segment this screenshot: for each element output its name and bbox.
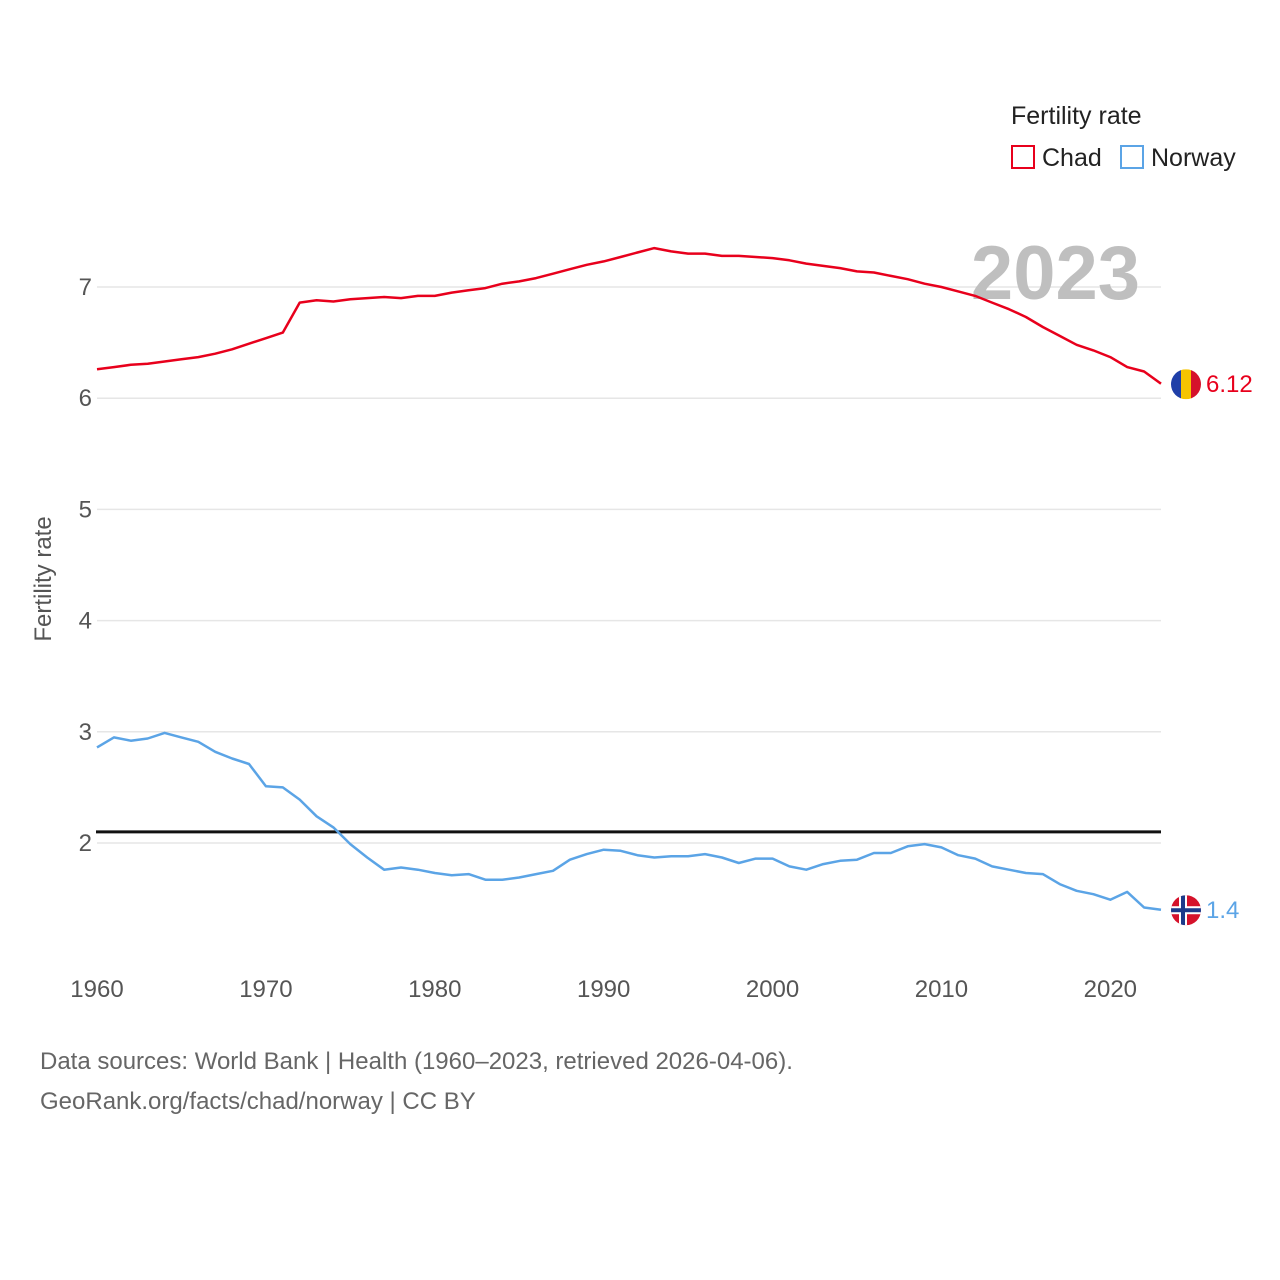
line-chart: 2 3 4 5 6 7 1960 1970 1980 1990 2000 2010 2020 Fert… (30, 102, 1253, 1003)
legend-label-chad: Chad (1042, 144, 1102, 172)
chad-flag-icon (1171, 369, 1201, 400)
norway-flag-icon (1171, 895, 1201, 926)
end-value-norway: 1.4 (1206, 897, 1239, 924)
year-watermark: 2023 (971, 231, 1140, 316)
y-tick-label: 3 (79, 719, 92, 746)
x-tick-labels: 1960 1970 1980 1990 2000 2010 2020 (70, 976, 1137, 1003)
y-tick-labels: 2 3 4 5 6 7 (79, 274, 92, 857)
y-tick-label: 5 (79, 496, 92, 523)
x-tick-label: 1990 (577, 976, 630, 1003)
y-tick-label: 7 (79, 274, 92, 301)
x-tick-label: 2000 (746, 976, 799, 1003)
grid-layer (97, 286, 1161, 844)
legend-label-norway: Norway (1151, 144, 1236, 172)
legend-title: Fertility rate (1011, 102, 1142, 130)
legend: Fertility rate Chad Norway (1011, 102, 1236, 172)
attribution: GeoRank.org/facts/chad/norway | CC BY (40, 1088, 476, 1115)
footer: Data sources: World Bank | Health (1960–… (40, 1042, 793, 1122)
series-line-norway (96, 731, 1162, 911)
x-tick-label: 1960 (70, 976, 123, 1003)
series-line-chad (96, 246, 1162, 385)
legend-swatch-chad (1011, 145, 1035, 169)
y-tick-label: 2 (79, 830, 92, 857)
legend-swatch-norway (1120, 145, 1144, 169)
y-tick-label: 4 (79, 608, 92, 635)
end-labels: 6.12 1.4 (1171, 369, 1253, 926)
y-tick-label: 6 (79, 385, 92, 412)
x-tick-label: 1980 (408, 976, 461, 1003)
end-value-chad: 6.12 (1206, 371, 1253, 398)
data-source-note: Data sources: World Bank | Health (1960–… (40, 1048, 793, 1075)
x-tick-label: 1970 (239, 976, 292, 1003)
x-tick-label: 2020 (1084, 976, 1137, 1003)
y-axis-title: Fertility rate (30, 516, 57, 641)
x-tick-label: 2010 (915, 976, 968, 1003)
series-layer (96, 246, 1162, 911)
